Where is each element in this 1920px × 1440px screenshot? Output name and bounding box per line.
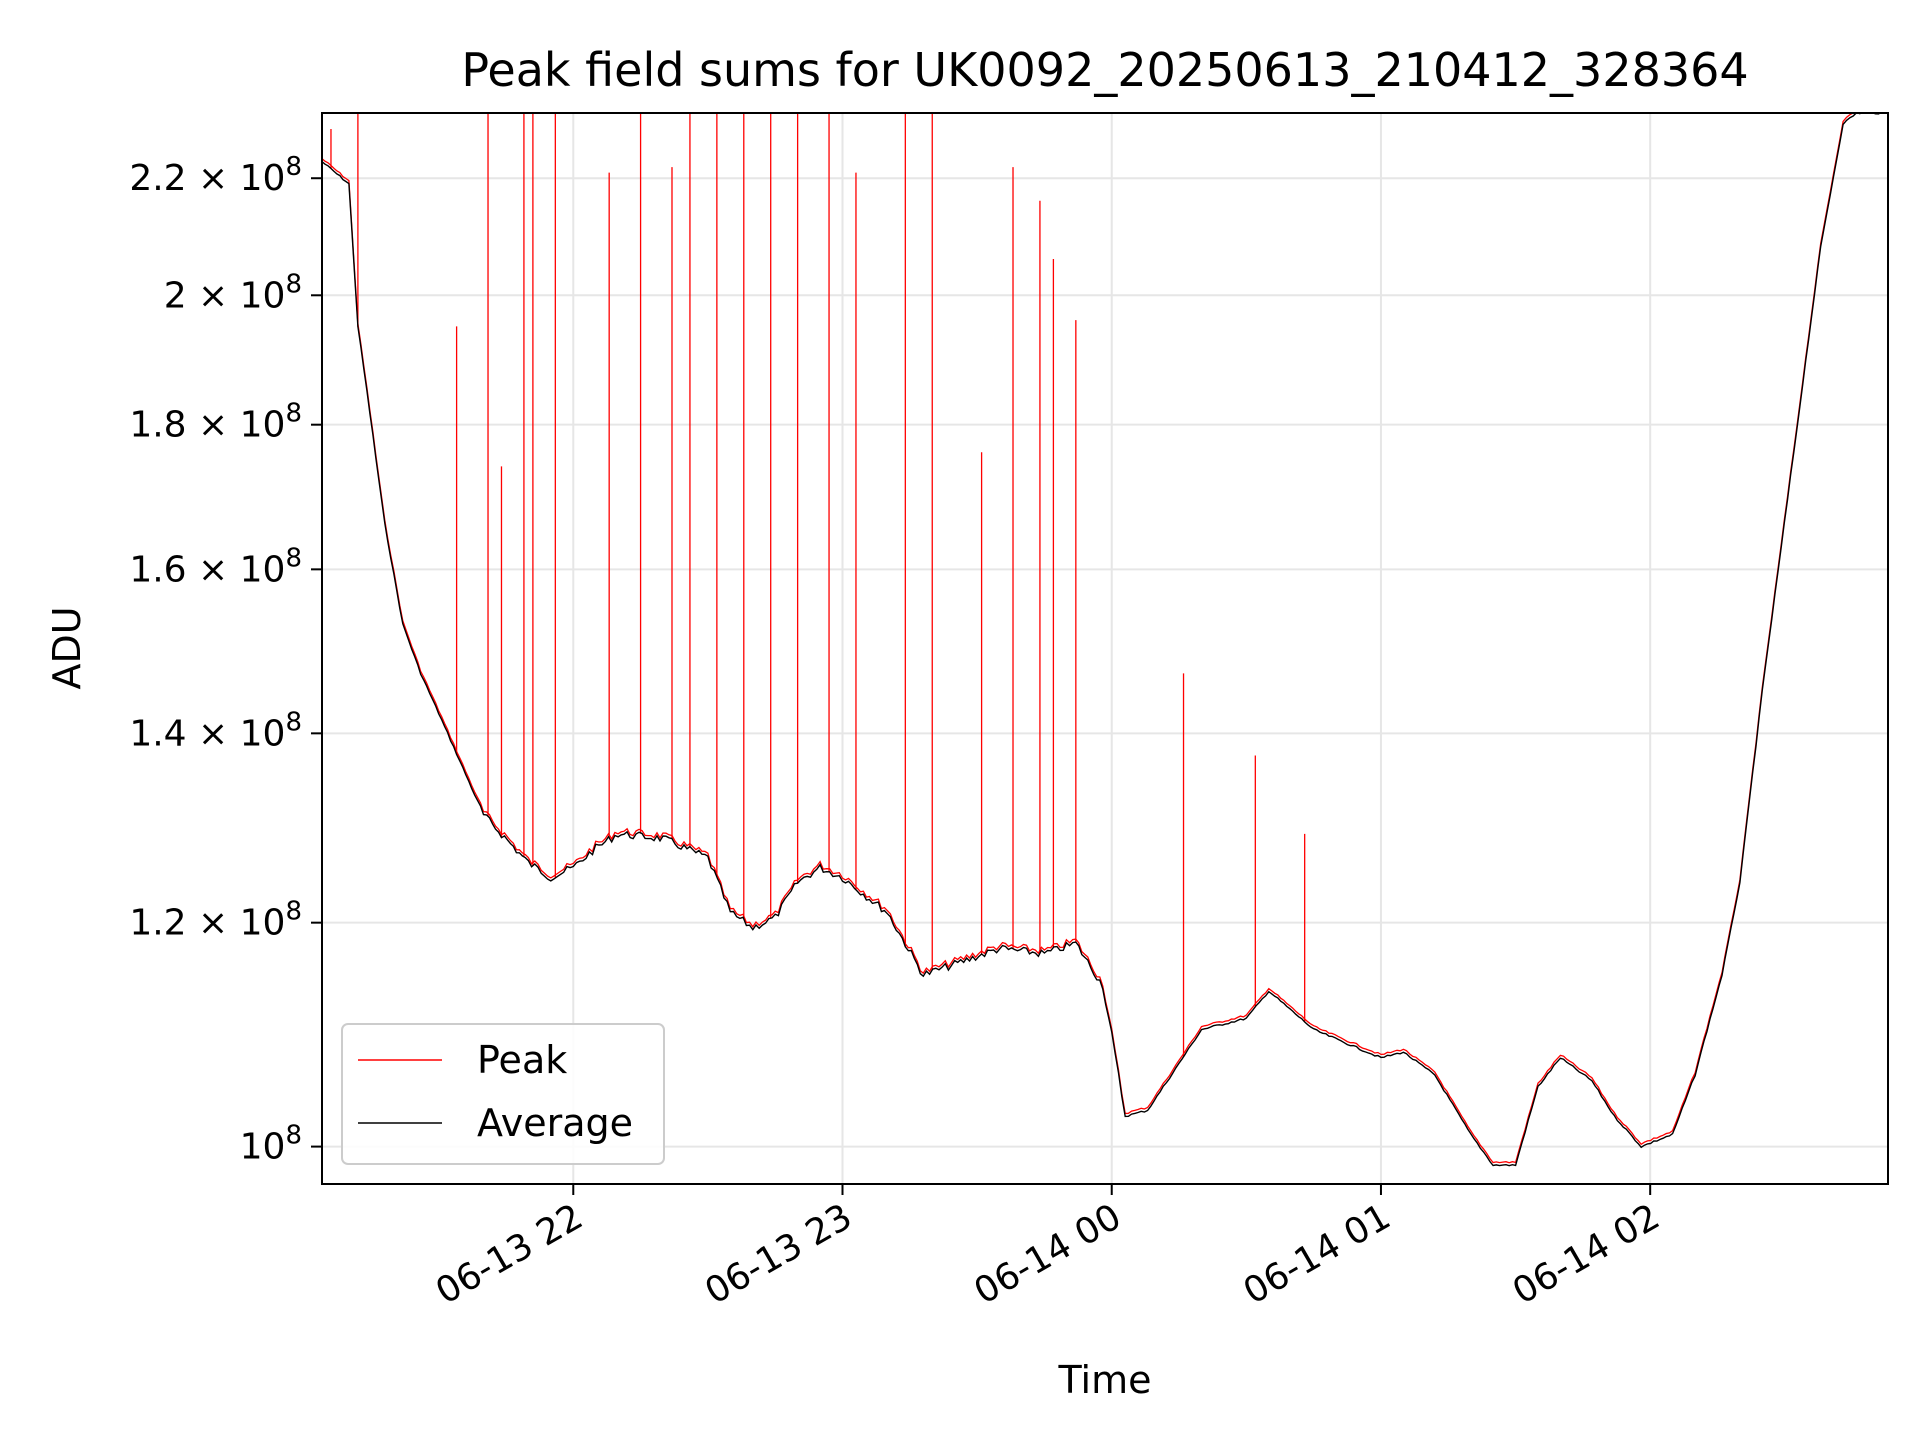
average-series	[322, 113, 1888, 1167]
y-tick-label: 1.6 × 108	[129, 543, 302, 590]
chart-title: Peak field sums for UK0092_20250613_2104…	[461, 43, 1748, 97]
x-axis-label: Time	[1058, 1358, 1152, 1402]
plot-area	[322, 113, 1888, 1167]
peak-series	[322, 113, 1855, 1164]
legend-label-peak: Peak	[477, 1038, 567, 1082]
y-tick-label: 108	[240, 1121, 302, 1168]
y-tick-label: 1.4 × 108	[129, 707, 302, 754]
y-tick-label: 2.2 × 108	[129, 152, 302, 199]
average-line	[322, 113, 1888, 1167]
legend-label-average: Average	[477, 1101, 633, 1145]
y-tick-label: 2 × 108	[164, 269, 302, 316]
y-axis-ticks: 108 1.2 × 108 1.4 × 108 1.6 × 108 1.8 × 108 2…	[129, 152, 322, 1168]
y-axis-label: ADU	[45, 606, 89, 689]
legend-box	[341, 1023, 665, 1165]
grid	[322, 113, 1888, 1184]
plot-frame	[321, 112, 1889, 1185]
y-tick-label: 1.8 × 108	[129, 399, 302, 446]
y-tick-label: 1.2 × 108	[129, 897, 302, 944]
peak-line	[322, 113, 1855, 1164]
legend: Peak Average	[341, 1023, 665, 1165]
